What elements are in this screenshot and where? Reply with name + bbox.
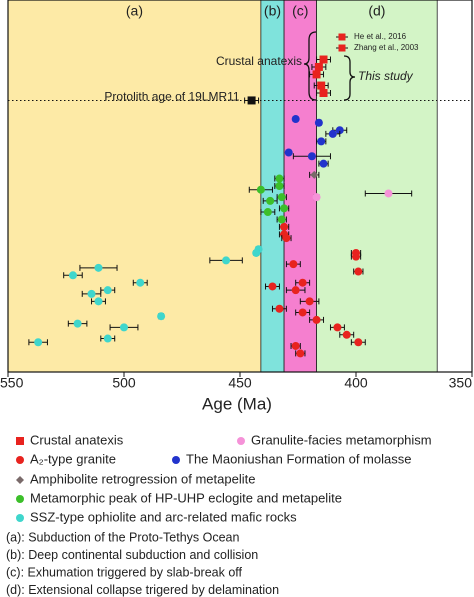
region-label: (a) <box>126 3 143 19</box>
legend-label: A₂-type granite <box>30 451 116 466</box>
reference-label: Zhang et al., 2003 <box>354 43 419 52</box>
point <box>291 286 300 295</box>
reference-marker <box>338 33 346 41</box>
point <box>157 312 166 321</box>
point <box>94 297 103 306</box>
legend-label: Metamorphic peak of HP-UHP eclogite and … <box>30 490 342 505</box>
point <box>256 185 265 194</box>
x-tick-label: 450 <box>228 375 252 391</box>
legend-marker <box>16 456 24 464</box>
x-tick-label: 350 <box>449 375 473 391</box>
point <box>319 159 328 168</box>
point <box>277 193 286 202</box>
point <box>352 252 360 261</box>
point <box>305 297 314 306</box>
x-tick-label: 550 <box>0 375 24 391</box>
point <box>384 189 393 198</box>
point <box>34 338 43 347</box>
point <box>275 182 284 190</box>
reference-marker <box>338 44 346 52</box>
point <box>319 89 328 97</box>
annotation: Crustal anatexis <box>216 54 302 68</box>
region <box>316 0 438 373</box>
point <box>263 208 272 217</box>
point <box>342 330 351 339</box>
x-tick-label: 400 <box>344 375 368 391</box>
region <box>7 0 262 373</box>
point <box>222 256 231 265</box>
reference-label: He et al., 2016 <box>354 32 407 41</box>
point <box>266 196 275 205</box>
legend-marker <box>172 456 180 464</box>
point <box>275 174 284 183</box>
point <box>298 308 307 317</box>
point <box>291 341 300 350</box>
annotation: This study <box>358 69 414 83</box>
region-label: (d) <box>368 3 385 19</box>
point <box>317 81 326 90</box>
point <box>354 267 363 276</box>
point <box>296 349 305 358</box>
legend-label: Granulite-facies metamorphism <box>251 432 432 447</box>
point <box>314 118 323 127</box>
region-label: (c) <box>292 3 308 19</box>
point <box>247 96 256 105</box>
point <box>289 260 298 269</box>
point <box>298 278 307 287</box>
legend-marker <box>16 476 24 484</box>
note: (a): Subduction of the Proto-Tethys Ocea… <box>6 530 240 544</box>
point <box>280 204 289 213</box>
point <box>354 338 363 347</box>
point <box>335 126 344 135</box>
point <box>333 323 342 332</box>
legend-label: Crustal anatexis <box>30 432 124 447</box>
legend-marker <box>16 495 24 503</box>
brace <box>303 31 317 101</box>
point <box>68 271 77 280</box>
point <box>252 248 261 257</box>
note: (b): Deep continental subduction and col… <box>6 548 258 562</box>
point <box>268 282 277 291</box>
brace <box>343 55 356 101</box>
protolith-label: Protolith age of 19LMR11 <box>104 90 240 104</box>
point <box>94 263 103 272</box>
legend-marker <box>237 437 245 445</box>
point <box>73 319 82 328</box>
point <box>103 286 112 295</box>
point <box>312 193 321 202</box>
point <box>307 152 316 161</box>
point <box>280 222 289 231</box>
x-axis-label: Age (Ma) <box>202 394 272 413</box>
point <box>275 304 284 313</box>
legend-label: The Maoniushan Formation of molasse <box>186 451 411 466</box>
point <box>317 137 326 146</box>
point <box>328 129 337 138</box>
legend-marker <box>16 437 24 445</box>
point <box>312 315 321 324</box>
point <box>284 148 293 157</box>
point <box>87 289 96 298</box>
point <box>291 115 300 124</box>
point <box>310 170 319 179</box>
legend-label: SSZ-type ophiolite and arc-related mafic… <box>30 509 297 524</box>
point <box>120 323 128 332</box>
point <box>282 234 291 243</box>
point <box>319 55 328 64</box>
legend-label: Amphibolite retrogression of metapelite <box>30 471 255 486</box>
x-tick-label: 500 <box>112 375 136 391</box>
point <box>277 215 286 224</box>
point <box>312 70 321 79</box>
point <box>103 334 112 343</box>
point <box>136 278 145 287</box>
point <box>314 62 323 71</box>
note: (d): Extensional collapse trigered by de… <box>6 583 279 597</box>
legend-marker <box>16 514 24 522</box>
note: (c): Exhumation triggered by slab-break … <box>6 565 243 579</box>
region-label: (b) <box>264 3 281 19</box>
